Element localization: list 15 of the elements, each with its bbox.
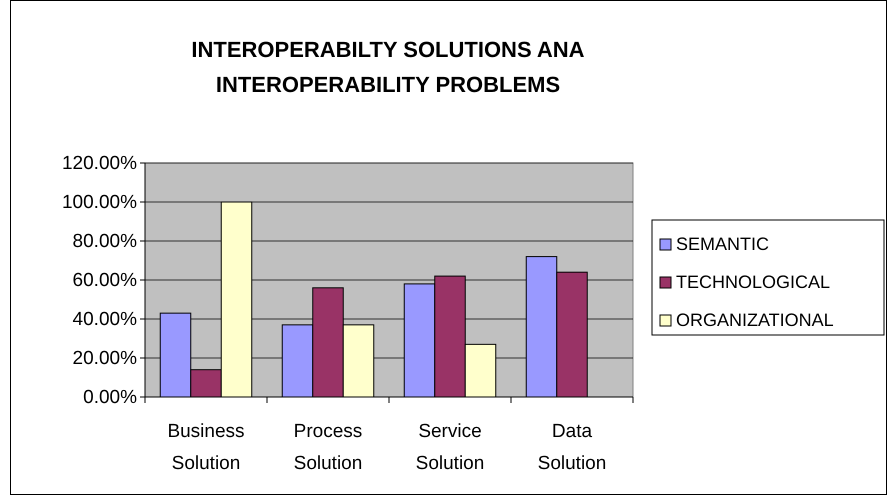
y-tick-label: 60.00%: [72, 270, 138, 292]
legend-label: ORGANIZATIONAL: [676, 310, 834, 330]
x-tick-label: Business Solution: [167, 421, 245, 474]
x-tick-label: Service Solution: [416, 421, 484, 474]
y-tick-label: 120.00%: [62, 153, 138, 174]
y-tick-label: 80.00%: [72, 231, 138, 252]
y-tick-label: 20.00%: [72, 348, 138, 370]
chart-title: INTEROPERABILTY SOLUTIONS ANA INTEROPERABILITY PROBLEMS: [191, 37, 585, 97]
x-tick-label: Process Solution: [294, 421, 362, 474]
x-tick-label: Data Solution: [538, 421, 606, 474]
legend-label: SEMANTIC: [676, 234, 770, 254]
y-tick-label: 40.00%: [72, 309, 138, 330]
y-tick-label: 0.00%: [83, 387, 138, 408]
legend-label: TECHNOLOGICAL: [676, 272, 830, 292]
y-tick-label: 100.00%: [62, 192, 138, 214]
